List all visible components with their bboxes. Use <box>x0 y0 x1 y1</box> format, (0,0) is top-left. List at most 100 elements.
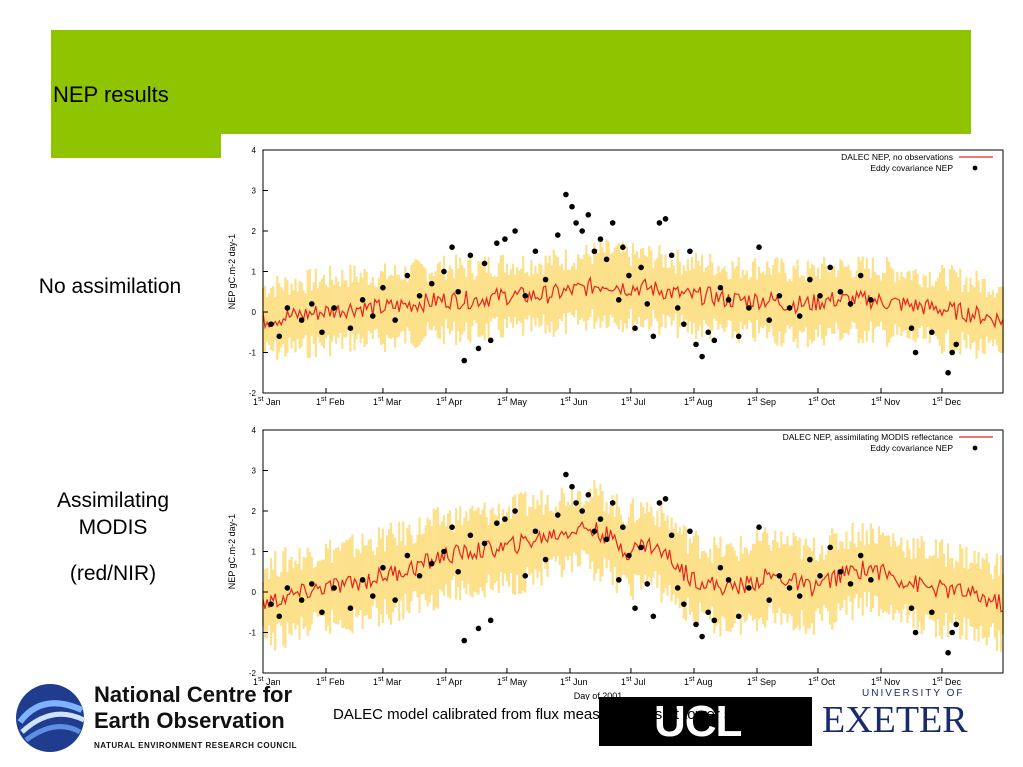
obs-point <box>512 228 518 234</box>
obs-point <box>487 617 494 624</box>
x-tick-label: 1st Sep <box>747 396 776 407</box>
obs-point <box>620 244 626 250</box>
obs-point <box>837 568 844 575</box>
obs-point <box>347 325 354 331</box>
obs-point <box>674 305 681 311</box>
obs-point <box>705 329 712 336</box>
obs-point <box>319 329 325 336</box>
obs-point <box>441 268 447 275</box>
obs-point <box>953 621 960 628</box>
obs-point <box>380 284 386 291</box>
obs-point <box>467 532 474 539</box>
legend-swatch-obs <box>972 165 978 171</box>
obs-point <box>615 577 622 583</box>
obs-point <box>668 252 675 259</box>
ucl-logo-text: UCL <box>654 697 742 746</box>
obs-point <box>380 564 386 571</box>
obs-point <box>331 585 337 591</box>
chart-svg-top: -2 -1 0 1 2 3 4 1st Jan 1st Feb 1st Mar 1st Apr 1st… <box>227 146 1005 407</box>
x-tick-label: 1st Mar <box>373 676 401 687</box>
obs-point <box>573 220 579 226</box>
obs-point <box>632 605 638 611</box>
obs-point <box>644 301 651 307</box>
x-tick-label: 1st Sep <box>747 676 776 687</box>
obs-point <box>579 508 585 514</box>
obs-point <box>502 236 508 242</box>
exeter-logo-top: UNIVERSITY OF <box>862 688 965 699</box>
obs-point <box>298 317 305 323</box>
obs-point <box>284 585 291 591</box>
x-axis-label: Day of 2001 <box>574 691 623 700</box>
obs-point <box>766 597 773 603</box>
legend-label-model: DALEC NEP, assimilating MODIS reflectanc… <box>783 432 954 442</box>
obs-point <box>609 220 616 226</box>
obs-point <box>591 248 598 255</box>
obs-point <box>428 560 435 567</box>
obs-point <box>908 605 915 611</box>
obs-point <box>369 313 376 319</box>
legend-label-model: DALEC NEP, no observations <box>841 152 953 162</box>
obs-point <box>705 609 712 616</box>
obs-point <box>668 532 675 539</box>
obs-point <box>308 581 315 587</box>
obs-point <box>699 633 705 640</box>
obs-point <box>746 305 752 311</box>
obs-point <box>603 256 610 263</box>
x-tick-label: 1st Jan <box>253 396 280 407</box>
y-tick-label: 3 <box>252 187 257 196</box>
obs-point <box>725 297 732 303</box>
obs-point <box>563 471 569 478</box>
obs-point <box>554 232 561 238</box>
model-series-line <box>262 520 1004 613</box>
obs-point <box>929 329 935 336</box>
obs-point <box>776 573 783 579</box>
obs-point <box>756 244 762 250</box>
obs-point <box>359 297 366 303</box>
slide-title: NEP results <box>53 82 169 107</box>
obs-point <box>687 248 693 255</box>
obs-point <box>662 496 669 502</box>
x-tick-label: 1st Jun <box>560 396 587 407</box>
obs-point <box>276 613 283 620</box>
obs-point <box>717 564 724 571</box>
x-tick-label: 1st Nov <box>871 396 900 407</box>
obs-point <box>807 556 813 563</box>
y-tick-label: 2 <box>252 227 257 236</box>
obs-point <box>693 621 699 628</box>
obs-point <box>766 317 773 323</box>
obs-point <box>776 293 783 299</box>
obs-point <box>597 236 604 242</box>
legend-swatch-obs <box>972 445 978 451</box>
obs-point <box>807 276 813 283</box>
y-tick-label: -2 <box>249 389 257 398</box>
y-axis-label: NEP gC.m-2 day-1 <box>227 514 237 589</box>
obs-point <box>308 301 315 307</box>
legend-label-obs: Eddy covariance NEP <box>870 443 953 453</box>
y-axis-label: NEP gC.m-2 day-1 <box>227 234 237 309</box>
obs-point <box>857 272 864 279</box>
obs-point <box>693 341 699 348</box>
y-tick-label: 1 <box>252 268 257 277</box>
obs-point <box>493 520 500 526</box>
obs-point <box>949 349 955 356</box>
row-label-line2: MODIS <box>78 516 148 539</box>
obs-point <box>817 293 823 299</box>
row-label-no-assimilation: No assimilation <box>38 275 182 298</box>
obs-point <box>569 203 575 210</box>
x-tick-label: 1st Oct <box>808 676 835 687</box>
obs-point <box>475 345 482 352</box>
obs-point <box>603 536 610 543</box>
y-tick-label: 0 <box>252 588 257 597</box>
legend-label-obs: Eddy covariance NEP <box>870 163 953 173</box>
obs-point <box>626 272 632 279</box>
obs-point <box>416 293 423 299</box>
obs-point <box>512 508 518 514</box>
obs-point <box>392 317 398 323</box>
obs-point <box>912 629 919 636</box>
obs-point <box>284 305 291 311</box>
obs-point <box>268 321 274 327</box>
obs-point <box>461 637 468 644</box>
chart-assimilating-modis: -2 -1 0 1 2 3 4 1st Jan 1st Feb 1st Mar 1st Apr 1st… <box>218 420 1013 700</box>
chart-no-assimilation: -2 -1 0 1 2 3 4 1st Jan 1st Feb 1st Mar 1st Apr 1st… <box>218 140 1013 420</box>
obs-point <box>868 297 874 303</box>
